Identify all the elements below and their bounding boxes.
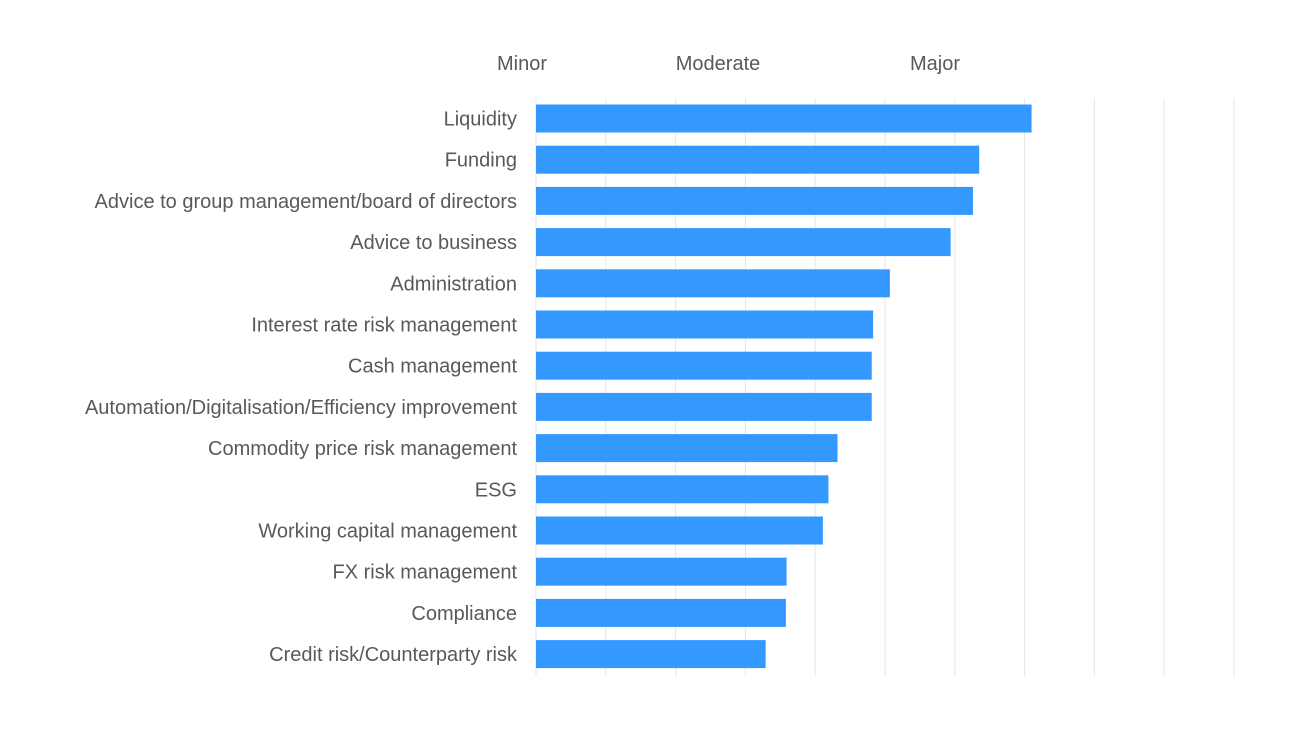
bars bbox=[536, 105, 1032, 669]
category-label-7: Automation/Digitalisation/Efficiency imp… bbox=[85, 397, 517, 419]
category-label-11: FX risk management bbox=[332, 562, 517, 584]
bar-0 bbox=[536, 105, 1032, 133]
bar-2 bbox=[536, 187, 973, 215]
category-labels: Liquidity Funding Advice to group manageme… bbox=[85, 109, 518, 667]
bar-9 bbox=[536, 475, 828, 503]
bar-5 bbox=[536, 311, 873, 339]
bar-12 bbox=[536, 599, 786, 627]
category-label-10: Working capital management bbox=[258, 521, 517, 543]
grid-layer bbox=[536, 98, 1234, 676]
category-label-3: Advice to business bbox=[350, 232, 517, 254]
category-label-5: Interest rate risk management bbox=[251, 315, 517, 337]
horizontal-bar-chart: Minor Moderate Major Liquidity Funding Advic… bbox=[0, 0, 1300, 731]
bar-11 bbox=[536, 558, 787, 586]
bar-8 bbox=[536, 434, 838, 462]
bar-3 bbox=[536, 228, 951, 256]
level-label-major: Major bbox=[910, 53, 960, 75]
category-label-12: Compliance bbox=[411, 603, 517, 625]
category-label-2: Advice to group management/board of dire… bbox=[95, 191, 517, 213]
bar-13 bbox=[536, 640, 766, 668]
level-labels: Minor Moderate Major bbox=[497, 53, 960, 75]
level-label-minor: Minor bbox=[497, 53, 547, 75]
category-label-0: Liquidity bbox=[444, 109, 517, 131]
bar-6 bbox=[536, 352, 872, 380]
category-label-6: Cash management bbox=[348, 356, 517, 378]
bar-1 bbox=[536, 146, 979, 174]
bar-4 bbox=[536, 269, 890, 297]
category-label-1: Funding bbox=[445, 150, 517, 172]
category-label-13: Credit risk/Counterparty risk bbox=[269, 644, 518, 666]
level-label-moderate: Moderate bbox=[676, 53, 761, 75]
category-label-4: Administration bbox=[390, 273, 517, 295]
bar-7 bbox=[536, 393, 872, 421]
category-label-9: ESG bbox=[475, 479, 517, 501]
category-label-8: Commodity price risk management bbox=[208, 438, 517, 460]
bar-10 bbox=[536, 517, 823, 545]
